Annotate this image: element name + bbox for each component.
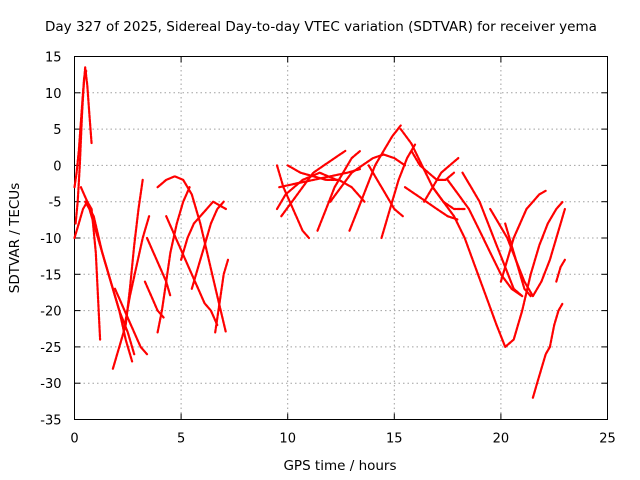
series-arc-28 [403, 186, 460, 221]
x-axis: 0 5 10 15 20 25 [70, 56, 616, 447]
y-tick-label: -5 [49, 196, 62, 211]
series-arc-29 [410, 149, 456, 181]
series-arc-14 [180, 200, 227, 261]
series-arc-35 [499, 189, 547, 283]
series-arc-23 [348, 124, 402, 232]
y-tick-label: 15 [45, 51, 62, 66]
x-tick-label: 10 [279, 432, 296, 447]
series-arc-2 [74, 69, 88, 225]
y-tick-label: -15 [40, 268, 61, 283]
series-arc-18 [275, 164, 311, 240]
y-axis-label: SDTVAR / TECUs [7, 183, 23, 293]
series-arc-37 [531, 345, 552, 399]
series-arc-11 [156, 186, 191, 334]
series-arc-32 [446, 178, 524, 298]
series-arc-13 [165, 215, 219, 327]
series-arc-26 [380, 142, 417, 240]
x-tick-label: 15 [386, 432, 403, 447]
series-arc-25 [367, 164, 404, 218]
x-tick-label: 5 [177, 432, 185, 447]
y-tick-label: 0 [53, 159, 61, 174]
series-arc-21 [316, 149, 362, 232]
series-arc-7 [122, 215, 151, 334]
series-arc-16 [214, 258, 230, 334]
series-arc-6 [111, 178, 144, 370]
chart-title: Day 327 of 2025, Sidereal Day-to-day VTE… [45, 19, 597, 35]
x-tick-label: 0 [70, 432, 78, 447]
series-arc-39 [555, 258, 567, 283]
y-tick-label: -30 [40, 377, 61, 392]
series-arc-10 [145, 236, 172, 298]
series-arc-8 [113, 287, 149, 356]
series-arc-31 [431, 186, 564, 348]
y-tick-label: -25 [40, 341, 61, 356]
series-arc-22 [280, 149, 347, 218]
y-tick-label: -35 [40, 414, 61, 429]
y-tick-label: 10 [45, 87, 62, 102]
series-arc-33 [461, 171, 524, 298]
series-arc-24 [329, 153, 407, 203]
grid [74, 56, 608, 420]
series-arc-12 [156, 175, 227, 334]
y-axis: 15 10 5 0 -5 -10 -15 -20 -25 -30 -35 [40, 51, 608, 429]
y-tick-label: -10 [40, 232, 61, 247]
series-arc-38 [548, 302, 564, 348]
series-arc-27 [399, 128, 466, 211]
series-arc-30 [423, 157, 460, 203]
x-tick-label: 25 [599, 432, 616, 447]
series-arc-15 [190, 200, 225, 290]
x-tick-label: 20 [493, 432, 510, 447]
series-arc-19 [286, 164, 366, 203]
data-series [73, 66, 567, 399]
y-tick-label: -20 [40, 305, 61, 320]
series-arc-5 [84, 200, 136, 356]
y-tick-label: 5 [53, 123, 61, 138]
x-axis-label: GPS time / hours [283, 458, 396, 474]
series-arc-20 [278, 167, 362, 189]
series-arc-36 [504, 222, 532, 298]
series-arc-34 [489, 207, 567, 298]
